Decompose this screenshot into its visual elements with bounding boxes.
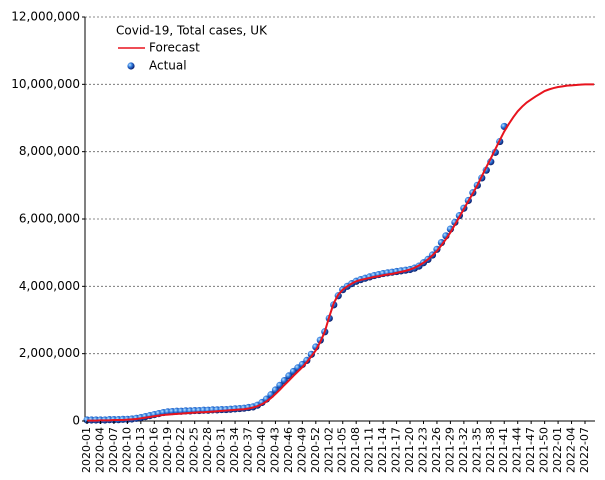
x-tick-label: 2021-44 — [511, 427, 524, 473]
x-tick-label: 2020-31 — [215, 427, 228, 473]
x-tick-label: 2022-04 — [565, 427, 578, 473]
x-tick-label: 2021-32 — [457, 427, 470, 473]
x-tick-label: 2021-11 — [363, 427, 376, 473]
x-tick-label: 2020-28 — [201, 427, 214, 473]
legend-title: Covid-19, Total cases, UK — [116, 24, 268, 38]
x-tick-label: 2021-47 — [524, 427, 537, 473]
x-tick-label: 2020-25 — [188, 427, 201, 473]
x-tick-label: 2020-46 — [282, 427, 295, 473]
x-tick-label: 2021-17 — [390, 427, 403, 473]
x-tick-label: 2020-43 — [268, 427, 281, 473]
x-tick-label: 2020-34 — [228, 427, 241, 473]
x-tick-label: 2020-19 — [161, 427, 174, 473]
x-tick-label: 2021-50 — [538, 427, 551, 473]
x-tick-label: 2022-07 — [578, 427, 591, 473]
y-tick-label: 2,000,000 — [19, 346, 80, 360]
x-tick-label: 2020-40 — [255, 427, 268, 473]
x-tick-label: 2021-29 — [443, 427, 456, 473]
legend-label: Forecast — [149, 41, 200, 55]
x-tick-label: 2020-04 — [93, 427, 106, 473]
x-tick-label: 2020-10 — [120, 427, 133, 473]
x-tick-label: 2021-05 — [336, 427, 349, 473]
x-tick-label: 2021-26 — [430, 427, 443, 473]
x-tick-label: 2021-41 — [497, 427, 510, 473]
y-tick-label: 10,000,000 — [11, 77, 80, 91]
forecast-line — [87, 83, 594, 422]
x-tick-label: 2021-08 — [349, 427, 362, 473]
y-tick-label: 6,000,000 — [19, 212, 80, 226]
x-tick-label: 2021-14 — [376, 427, 389, 473]
x-tick-label: 2020-07 — [107, 427, 120, 473]
y-tick-label: 8,000,000 — [19, 144, 80, 158]
x-tick-label: 2020-13 — [134, 427, 147, 473]
x-tick-label: 2020-37 — [242, 427, 255, 473]
x-tick-label: 2020-52 — [309, 427, 322, 473]
legend-label: Actual — [149, 59, 187, 73]
x-tick-label: 2021-02 — [322, 427, 335, 473]
x-tick-label: 2020-22 — [174, 427, 187, 473]
x-tick-label: 2020-16 — [147, 427, 160, 473]
x-tick-label: 2020-49 — [295, 427, 308, 473]
y-tick-label: 12,000,000 — [11, 10, 80, 24]
x-tick-label: 2021-35 — [470, 427, 483, 473]
x-tick-label: 2021-23 — [416, 427, 429, 473]
x-tick-label: 2021-38 — [484, 427, 497, 473]
y-tick-label: 4,000,000 — [19, 279, 80, 293]
legend-dot — [127, 62, 135, 70]
y-tick-label: 0 — [72, 414, 80, 428]
x-tick-label: 2022-01 — [551, 427, 564, 473]
x-tick-label: 2020-01 — [80, 427, 93, 473]
x-tick-label: 2021-20 — [403, 427, 416, 473]
